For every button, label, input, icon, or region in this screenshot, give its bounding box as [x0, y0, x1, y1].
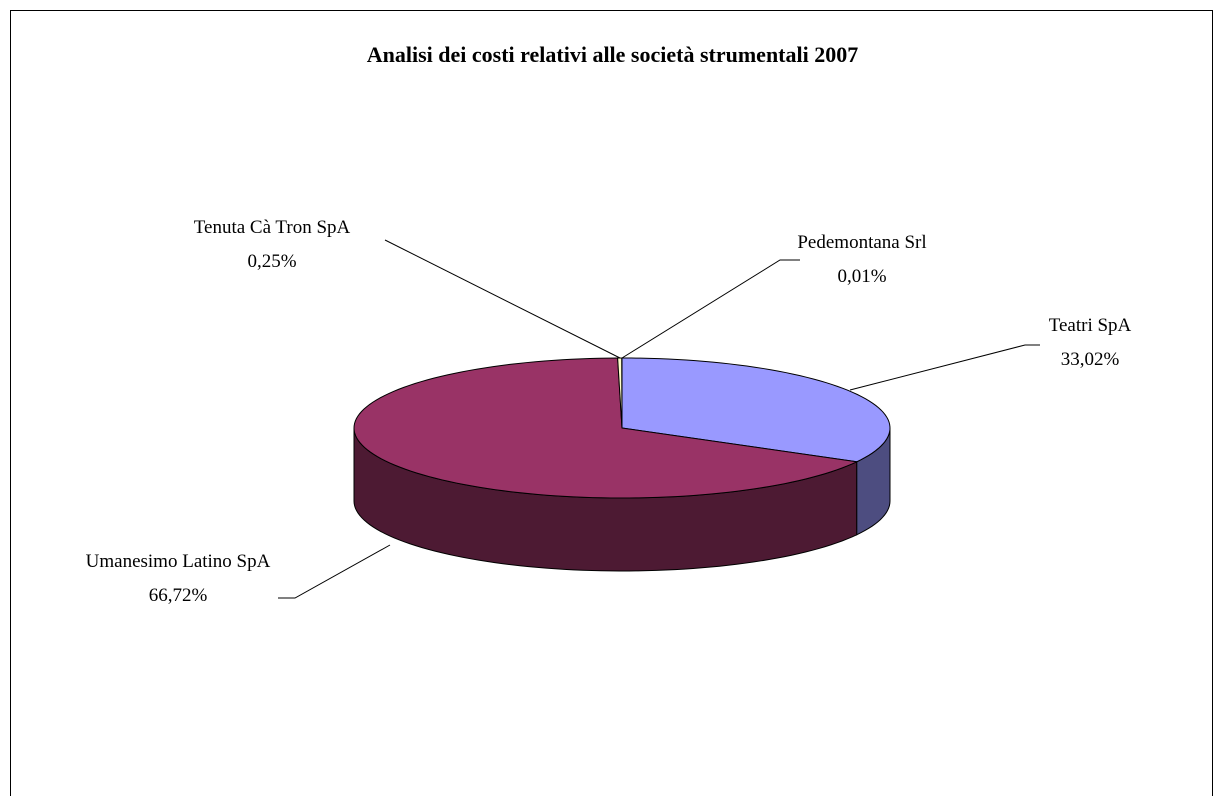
value-label: 33,02%	[1060, 349, 1120, 370]
slice	[621, 357, 891, 463]
slice-label: Pedemontana Srl	[797, 232, 927, 253]
value-label: 0,01%	[837, 266, 887, 287]
slice-label: Umanesimo Latino SpA	[85, 551, 271, 572]
slice	[353, 357, 859, 499]
data-label: Pedemontana Srl 0,01%	[742, 226, 982, 294]
data-label: Teatri SpA 33,02%	[970, 309, 1210, 377]
chart-title: Analisi dei costi relativi alle società …	[366, 42, 859, 67]
data-label: Umanesimo Latino SpA 66,72%	[73, 545, 283, 613]
slice-label: Teatri SpA	[1048, 315, 1132, 336]
leader-line	[278, 544, 391, 599]
leader-line	[384, 239, 621, 359]
leader-line	[621, 259, 800, 359]
slice-label: Tenuta Cà Tron SpA	[193, 217, 351, 238]
value-label: 0,25%	[247, 251, 297, 272]
chart-frame	[10, 10, 1213, 796]
value-label: 66,72%	[148, 585, 208, 606]
leader-line	[849, 344, 1040, 391]
data-label: Tenuta Cà Tron SpA 0,25%	[152, 211, 392, 279]
